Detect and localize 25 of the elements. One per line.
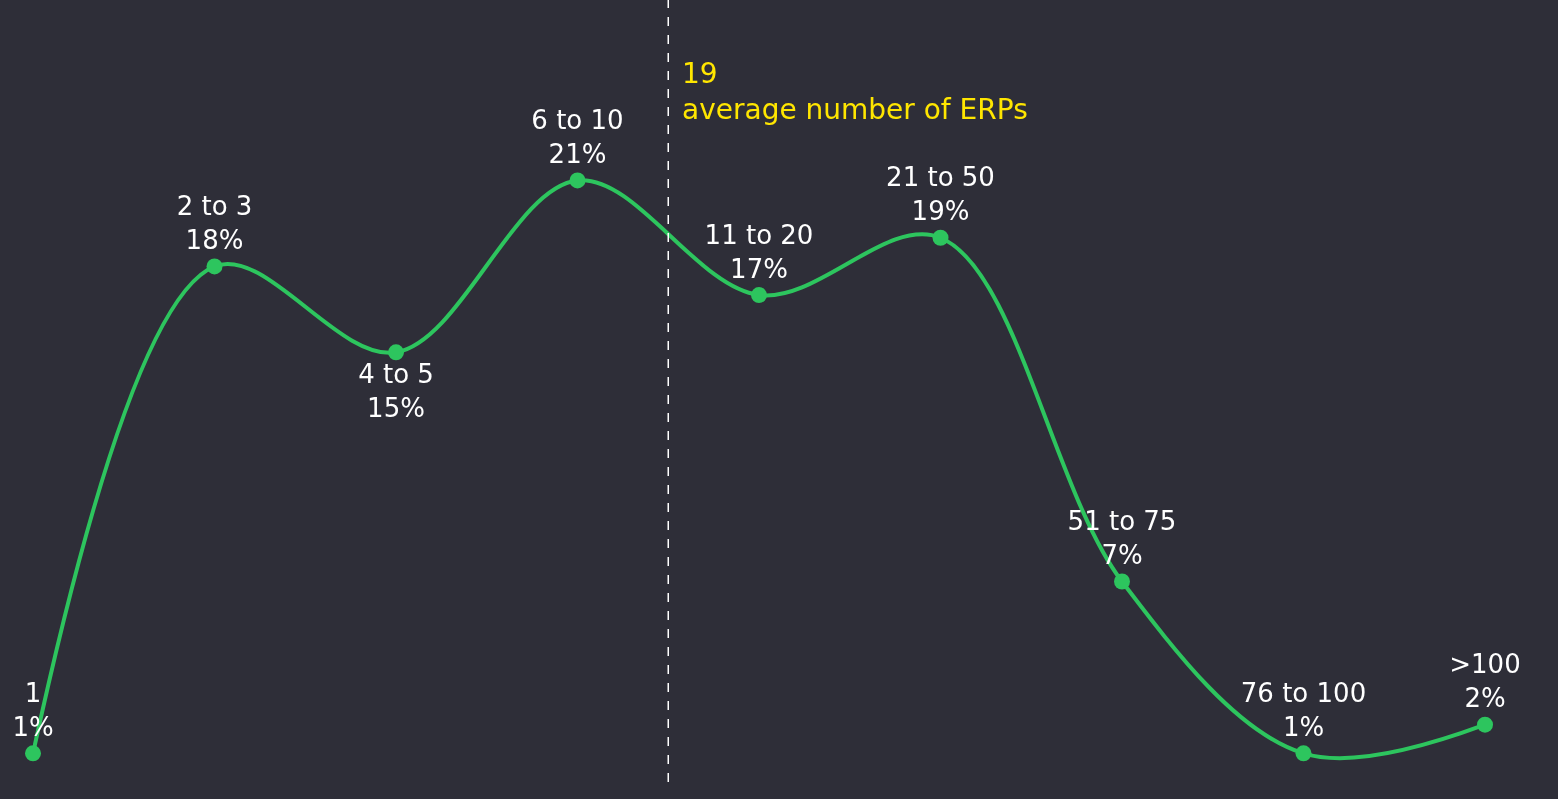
text: 19 average number of ERPs [682, 57, 1028, 127]
x-tick-label: 6 to 10 [531, 105, 624, 136]
point [1477, 716, 1493, 733]
data-label: 21% [548, 138, 607, 169]
x-tick-label: 1 [24, 678, 42, 709]
point [206, 258, 223, 275]
point [25, 745, 41, 762]
point [932, 229, 949, 246]
data-label: 1% [1282, 711, 1325, 742]
point [1114, 573, 1130, 590]
x-tick-label: 76 to 100 [1240, 678, 1367, 709]
data-label: 18% [185, 224, 244, 255]
x-tick-label: >100 [1449, 649, 1521, 680]
point [751, 287, 767, 304]
x-tick-label: 11 to 20 [704, 219, 814, 250]
x-tick-label: 21 to 50 [886, 162, 995, 193]
data-label: 17% [730, 253, 788, 284]
data-label: 15% [367, 392, 425, 423]
x-tick-label: 4 to 5 [358, 358, 434, 389]
point [1295, 745, 1312, 762]
x-tick-label: 2 to 3 [176, 191, 253, 222]
data-label: 2% [1464, 683, 1506, 714]
data-label: 19% [911, 196, 970, 227]
point [569, 172, 586, 189]
point [388, 344, 404, 361]
